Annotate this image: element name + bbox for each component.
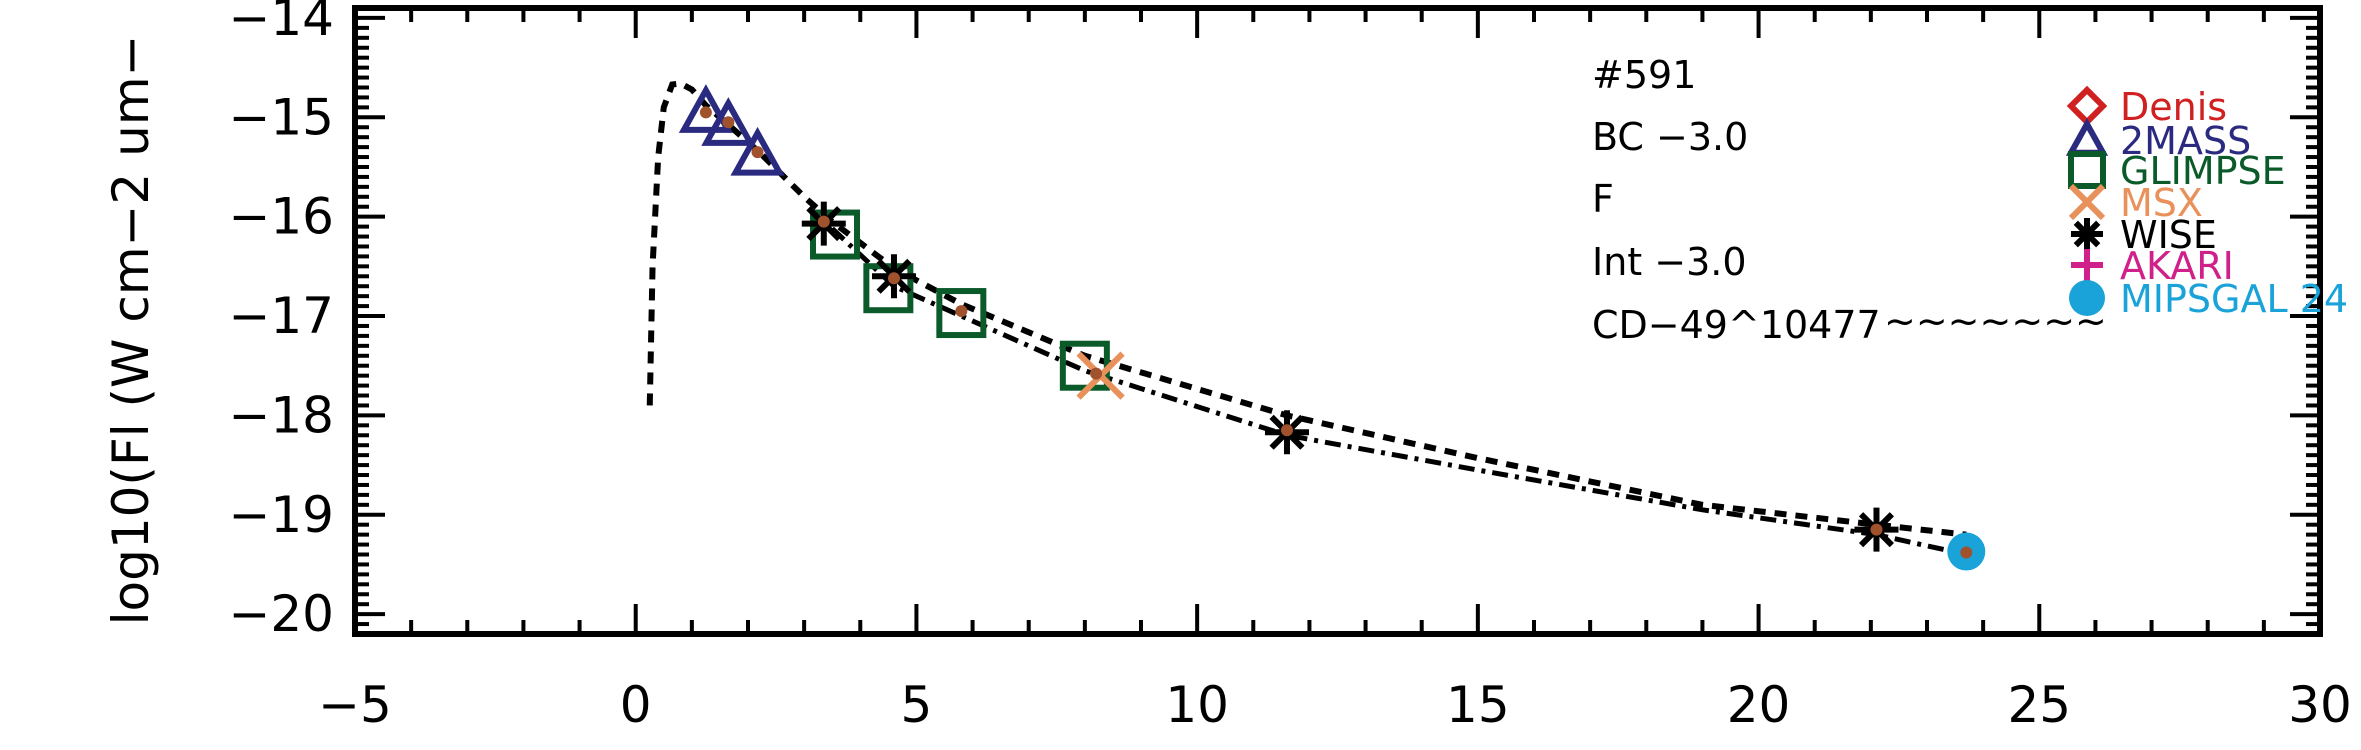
y-tick-label: −17 <box>228 287 334 345</box>
x-tick-label: 25 <box>2007 676 2071 734</box>
model-dot <box>887 272 900 285</box>
x-tick-label: 20 <box>1727 676 1791 734</box>
glimpse-point <box>936 288 987 339</box>
model-dot <box>1960 546 1973 559</box>
y-tick-label: −18 <box>228 386 334 444</box>
y-tick-label: −15 <box>228 88 334 146</box>
x-tick-label: 10 <box>1165 676 1229 734</box>
model-dot <box>1870 523 1883 536</box>
model-dot <box>751 146 764 159</box>
model-dot <box>722 116 735 129</box>
annotation-line: F <box>1592 177 1614 221</box>
y-axis-label: log10(Fl (W cm−2 um− <box>102 35 160 626</box>
legend-label: MIPSGAL 24 <box>2120 277 2348 321</box>
y-tick-label: −16 <box>228 188 334 246</box>
legend-label: GLIMPSE <box>2120 149 2286 193</box>
annotation-squiggle: ~~~~~~~ <box>1884 299 2107 343</box>
model-dot <box>1090 367 1103 380</box>
annotations: #591 BC −3.0 F Int −3.0 CD−49^10477 ~~~~~~~ <box>1592 53 2107 347</box>
mipsgal-24-legend-marker <box>2069 280 2105 316</box>
legend-label: 2MASS <box>2120 119 2251 163</box>
model-curve-dashdot <box>830 226 1967 557</box>
model-dot <box>699 106 712 119</box>
model-dot <box>955 305 968 318</box>
akari-legend-marker <box>2071 249 2103 281</box>
plot-frame <box>352 5 2323 637</box>
annotation-line: #591 <box>1592 53 1696 97</box>
x-tick-label: 15 <box>1446 676 1510 734</box>
model-dot <box>817 215 830 228</box>
2mass-point <box>730 126 785 176</box>
x-tick-label: 0 <box>620 676 652 734</box>
2mass-point <box>678 84 733 133</box>
2mass-point <box>701 97 756 146</box>
legend-label: Denis <box>2120 85 2227 129</box>
data-markers <box>678 84 1986 571</box>
wise-legend-marker <box>2071 218 2103 250</box>
annotation-line: BC −3.0 <box>1592 115 1748 159</box>
y-tick-label: −14 <box>228 0 334 47</box>
y-tick-label: −19 <box>228 486 334 544</box>
model-dot <box>1280 424 1293 437</box>
legend-label: AKARI <box>2120 244 2234 288</box>
x-tick-label: 30 <box>2288 676 2352 734</box>
msx-legend-marker <box>2068 183 2106 221</box>
legend-label: MSX <box>2120 181 2203 225</box>
glimpse-legend-marker <box>2068 151 2106 189</box>
annotation-line: CD−49^10477 <box>1592 303 1881 347</box>
x-tick-labels: −5 0 5 10 15 20 25 30 <box>318 676 2352 734</box>
y-tick-labels: −14 −15 −16 −17 −18 −19 −20 <box>228 0 334 643</box>
annotation-line: Int −3.0 <box>1592 240 1747 284</box>
glimpse-point <box>863 263 914 314</box>
x-tick-label: 5 <box>901 676 933 734</box>
x-tick-label: −5 <box>318 676 392 734</box>
legend-label: WISE <box>2120 213 2217 257</box>
y-tick-label: −20 <box>228 585 334 643</box>
